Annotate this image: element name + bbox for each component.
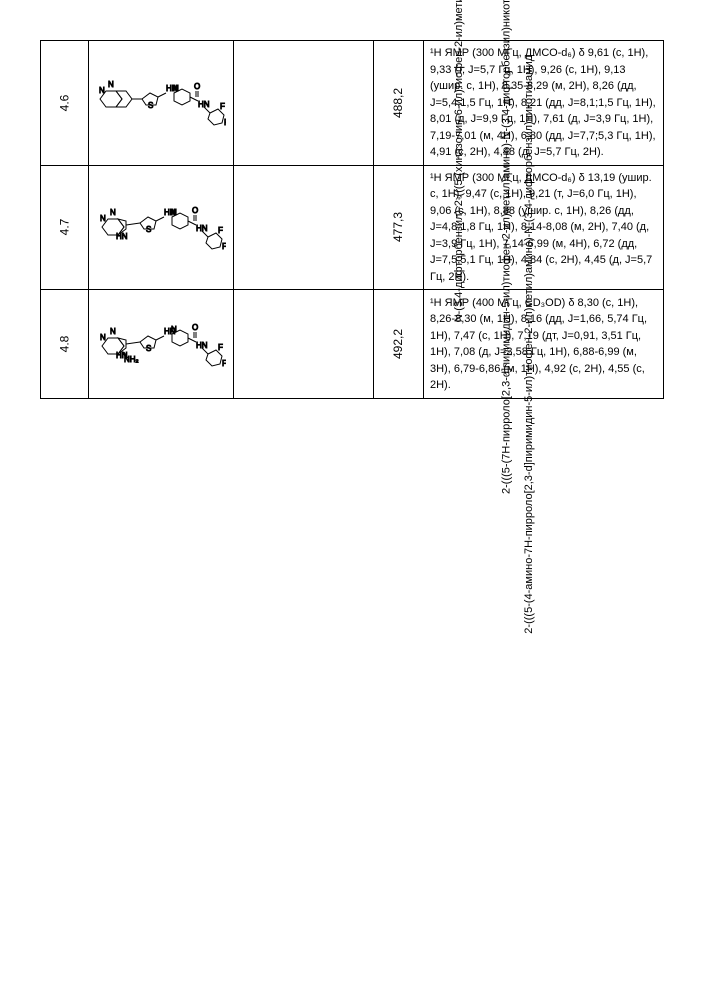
svg-text:N: N: [110, 327, 116, 336]
svg-text:NH₂: NH₂: [124, 355, 139, 364]
svg-text:HN: HN: [198, 100, 210, 109]
svg-text:F: F: [222, 359, 226, 368]
svg-text:O: O: [194, 82, 200, 91]
compound-name: N-(3,4-дифторбензил)-2-(((5-(хиназолин-6…: [451, 0, 468, 322]
svg-text:S: S: [146, 344, 151, 353]
svg-text:HN: HN: [196, 224, 208, 233]
compound-table: 4.6 N N S: [40, 40, 664, 399]
mass-value: 492,2: [392, 329, 406, 359]
svg-text:F: F: [218, 343, 223, 352]
svg-text:O: O: [192, 206, 198, 215]
structure-cell: N N S HN N: [89, 41, 234, 166]
svg-text:N: N: [171, 208, 177, 217]
chemical-structure: N N HN NH₂ S HN: [96, 294, 226, 394]
structure-cell: N N HN NH₂ S HN: [89, 290, 234, 399]
svg-text:F: F: [218, 226, 223, 235]
compound-name: 2-(((5-(4-амино-7H-пирроло[2,3-d]пиримид…: [521, 55, 538, 634]
svg-text:N: N: [171, 325, 177, 334]
compound-name: 2-(((5-(7H-пирроло[2,3-d]пиримидин-5-ил)…: [498, 0, 515, 494]
svg-text:O: O: [192, 323, 198, 332]
svg-text:N: N: [99, 86, 105, 95]
svg-text:N: N: [173, 84, 179, 93]
chemical-structure: N N HN S HN: [96, 177, 226, 277]
svg-text:F: F: [222, 242, 226, 251]
svg-text:N: N: [110, 208, 116, 217]
row-id: 4.8: [58, 336, 72, 353]
svg-text:N: N: [108, 80, 114, 89]
structure-cell: N N HN S HN: [89, 165, 234, 290]
table-row: 4.8 N N HN NH₂: [41, 290, 664, 399]
table-row: 4.6 N N S: [41, 41, 664, 166]
chemical-structure: N N S HN N: [96, 53, 226, 153]
mass-value: 488,2: [392, 88, 406, 118]
table-row: 4.7 N N HN: [41, 165, 664, 290]
mass-value: 477,3: [392, 212, 406, 242]
svg-text:F: F: [224, 118, 226, 127]
row-id: 4.6: [58, 94, 72, 111]
svg-text:S: S: [146, 225, 151, 234]
svg-text:F: F: [220, 102, 225, 111]
svg-text:N: N: [100, 333, 106, 342]
svg-text:N: N: [100, 214, 106, 223]
row-id: 4.7: [58, 219, 72, 236]
svg-text:HN: HN: [116, 232, 128, 241]
svg-text:S: S: [148, 101, 153, 110]
svg-text:HN: HN: [196, 341, 208, 350]
